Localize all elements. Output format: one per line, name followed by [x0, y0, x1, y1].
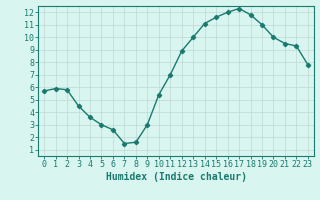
X-axis label: Humidex (Indice chaleur): Humidex (Indice chaleur)	[106, 172, 246, 182]
